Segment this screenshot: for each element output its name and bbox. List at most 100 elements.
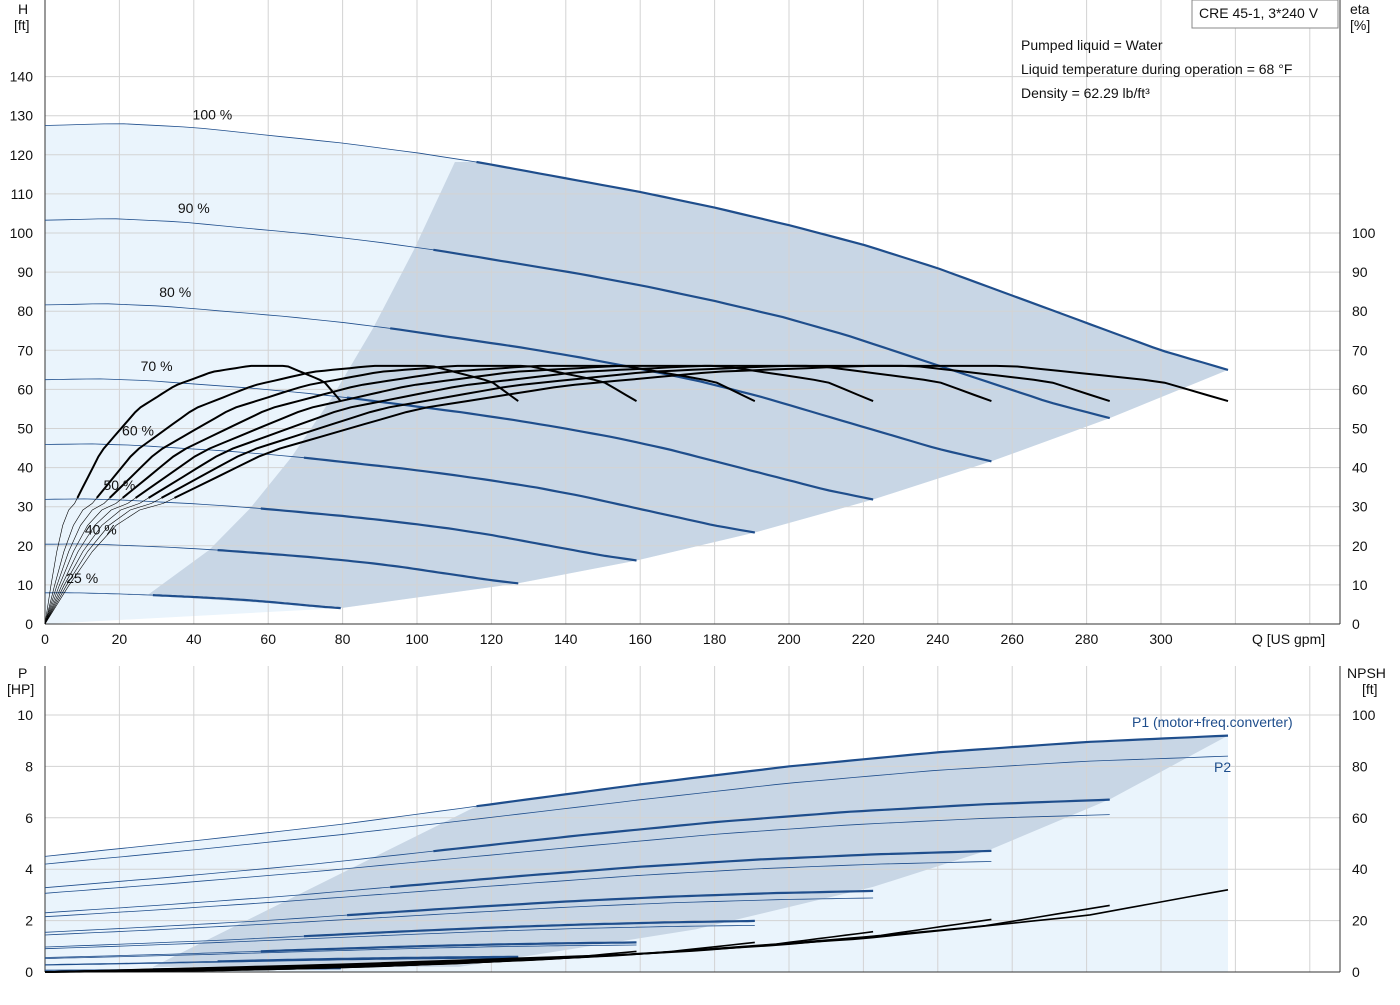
flow-tick-label: 60 [260,631,276,647]
grid [44,0,1341,973]
info-line-temperature: Liquid temperature during operation = 68… [1021,61,1292,77]
head-tick-label: 90 [17,264,33,280]
flow-axis-label: Q [US gpm] [1252,631,1325,647]
p1-curve-operating [476,734,1229,808]
power-axis-title: P [18,665,27,681]
eta-tick-label: 0 [1352,616,1360,632]
head-curve-operating [433,248,1110,420]
p2-curve-thin [44,944,637,959]
eta-curve-operating [122,364,756,499]
eta-tick-label: 40 [1352,460,1368,476]
eta-curve-operating [96,364,519,499]
p1-curve-operating [390,849,992,889]
p2-series-label: P2 [1214,759,1231,775]
flow-tick-label: 300 [1149,631,1173,647]
head-operating-region [147,162,1228,609]
flow-tick-label: 280 [1075,631,1099,647]
power-tick-label: 8 [25,758,33,774]
head-tick-label: 30 [17,499,33,515]
flow-tick-label: 100 [405,631,429,647]
head-curve-operating [260,507,637,562]
npsh-tick-label: 0 [1352,964,1360,980]
eta-tick-label: 30 [1352,499,1368,515]
eta-tick-label: 80 [1352,303,1368,319]
p2-curve-thin [44,814,1110,894]
head-tick-label: 130 [10,108,34,124]
head-axis-title: H [18,1,28,17]
flow-tick-label: 120 [480,631,504,647]
power-axis-unit: [HP] [7,681,34,697]
p1-curve-operating [260,941,637,953]
speed-label: 25 % [66,570,98,586]
power-tick-label: 10 [17,707,33,723]
head-curve-operating [476,160,1229,371]
head-curve-operating [217,549,519,585]
eta-curve-operating [76,364,342,499]
info-line-density: Density = 62.29 lb/ft³ [1021,85,1150,101]
head-tick-label: 60 [17,381,33,397]
head-tick-label: 20 [17,538,33,554]
npsh-tick-label: 60 [1352,810,1368,826]
head-tick-label: 140 [10,69,34,85]
power-tick-label: 6 [25,810,33,826]
eta-axis-unit: [%] [1350,17,1370,33]
head-tick-label: 0 [25,616,33,632]
p1-curve-operating [433,798,1110,853]
npsh-tick-label: 80 [1352,758,1368,774]
speed-label: 80 % [159,284,191,300]
flow-tick-label: 20 [112,631,128,647]
p2-curve-thin [44,897,874,936]
power-operating-region [152,735,1228,967]
curves [44,123,1229,973]
eta-tick-label: 90 [1352,264,1368,280]
head-tick-label: 80 [17,303,33,319]
p2-curve-thin [44,957,519,966]
flow-tick-label: 40 [186,631,202,647]
eta-tick-label: 70 [1352,342,1368,358]
p2-curve-thin [44,861,992,918]
eta-tick-label: 60 [1352,381,1368,397]
head-curve-operating [390,327,992,463]
p2-curve-thin [44,925,755,950]
eta-tick-label: 50 [1352,421,1368,437]
head-curve-operating [303,456,755,534]
speed-label: 50 % [103,477,135,493]
eta-axis-title: eta [1350,1,1370,17]
head-tick-label: 50 [17,421,33,437]
head-tick-label: 100 [10,225,34,241]
eta-curve-operating [174,364,1229,499]
head-tick-label: 70 [17,342,33,358]
flow-tick-label: 240 [926,631,950,647]
eta-curve-operating [109,364,637,499]
p1-series-label: P1 (motor+freq.converter) [1132,714,1293,730]
flow-tick-label: 220 [852,631,876,647]
eta-tick-label: 100 [1352,225,1376,241]
npsh-curve [45,966,341,973]
p1-curve-operating [217,955,519,963]
head-tick-label: 10 [17,577,33,593]
eta-tick-label: 10 [1352,577,1368,593]
head-axis-unit: [ft] [14,17,30,33]
head-tick-label: 120 [10,147,34,163]
title-box-text: CRE 45-1, 3*240 V [1199,5,1319,21]
power-tick-label: 0 [25,964,33,980]
speed-label: 90 % [178,200,210,216]
npsh-axis-unit: [ft] [1362,681,1378,697]
speed-label: 60 % [122,422,154,438]
speed-label: 70 % [141,358,173,374]
eta-curve-operating [161,364,1111,499]
head-tick-label: 110 [11,186,34,202]
p1-curve-operating [347,889,874,917]
eta-curve-operating [135,364,874,499]
npsh-tick-label: 100 [1352,707,1376,723]
head-curve-operating [152,594,341,610]
operating-region-fills [45,123,1228,972]
speed-label: 40 % [85,521,117,537]
flow-tick-label: 160 [629,631,653,647]
info-line-liquid: Pumped liquid = Water [1021,37,1163,53]
title-box [1191,0,1339,29]
flow-tick-label: 140 [554,631,578,647]
npsh-tick-label: 20 [1352,913,1368,929]
eta-curve-operating [148,364,992,499]
